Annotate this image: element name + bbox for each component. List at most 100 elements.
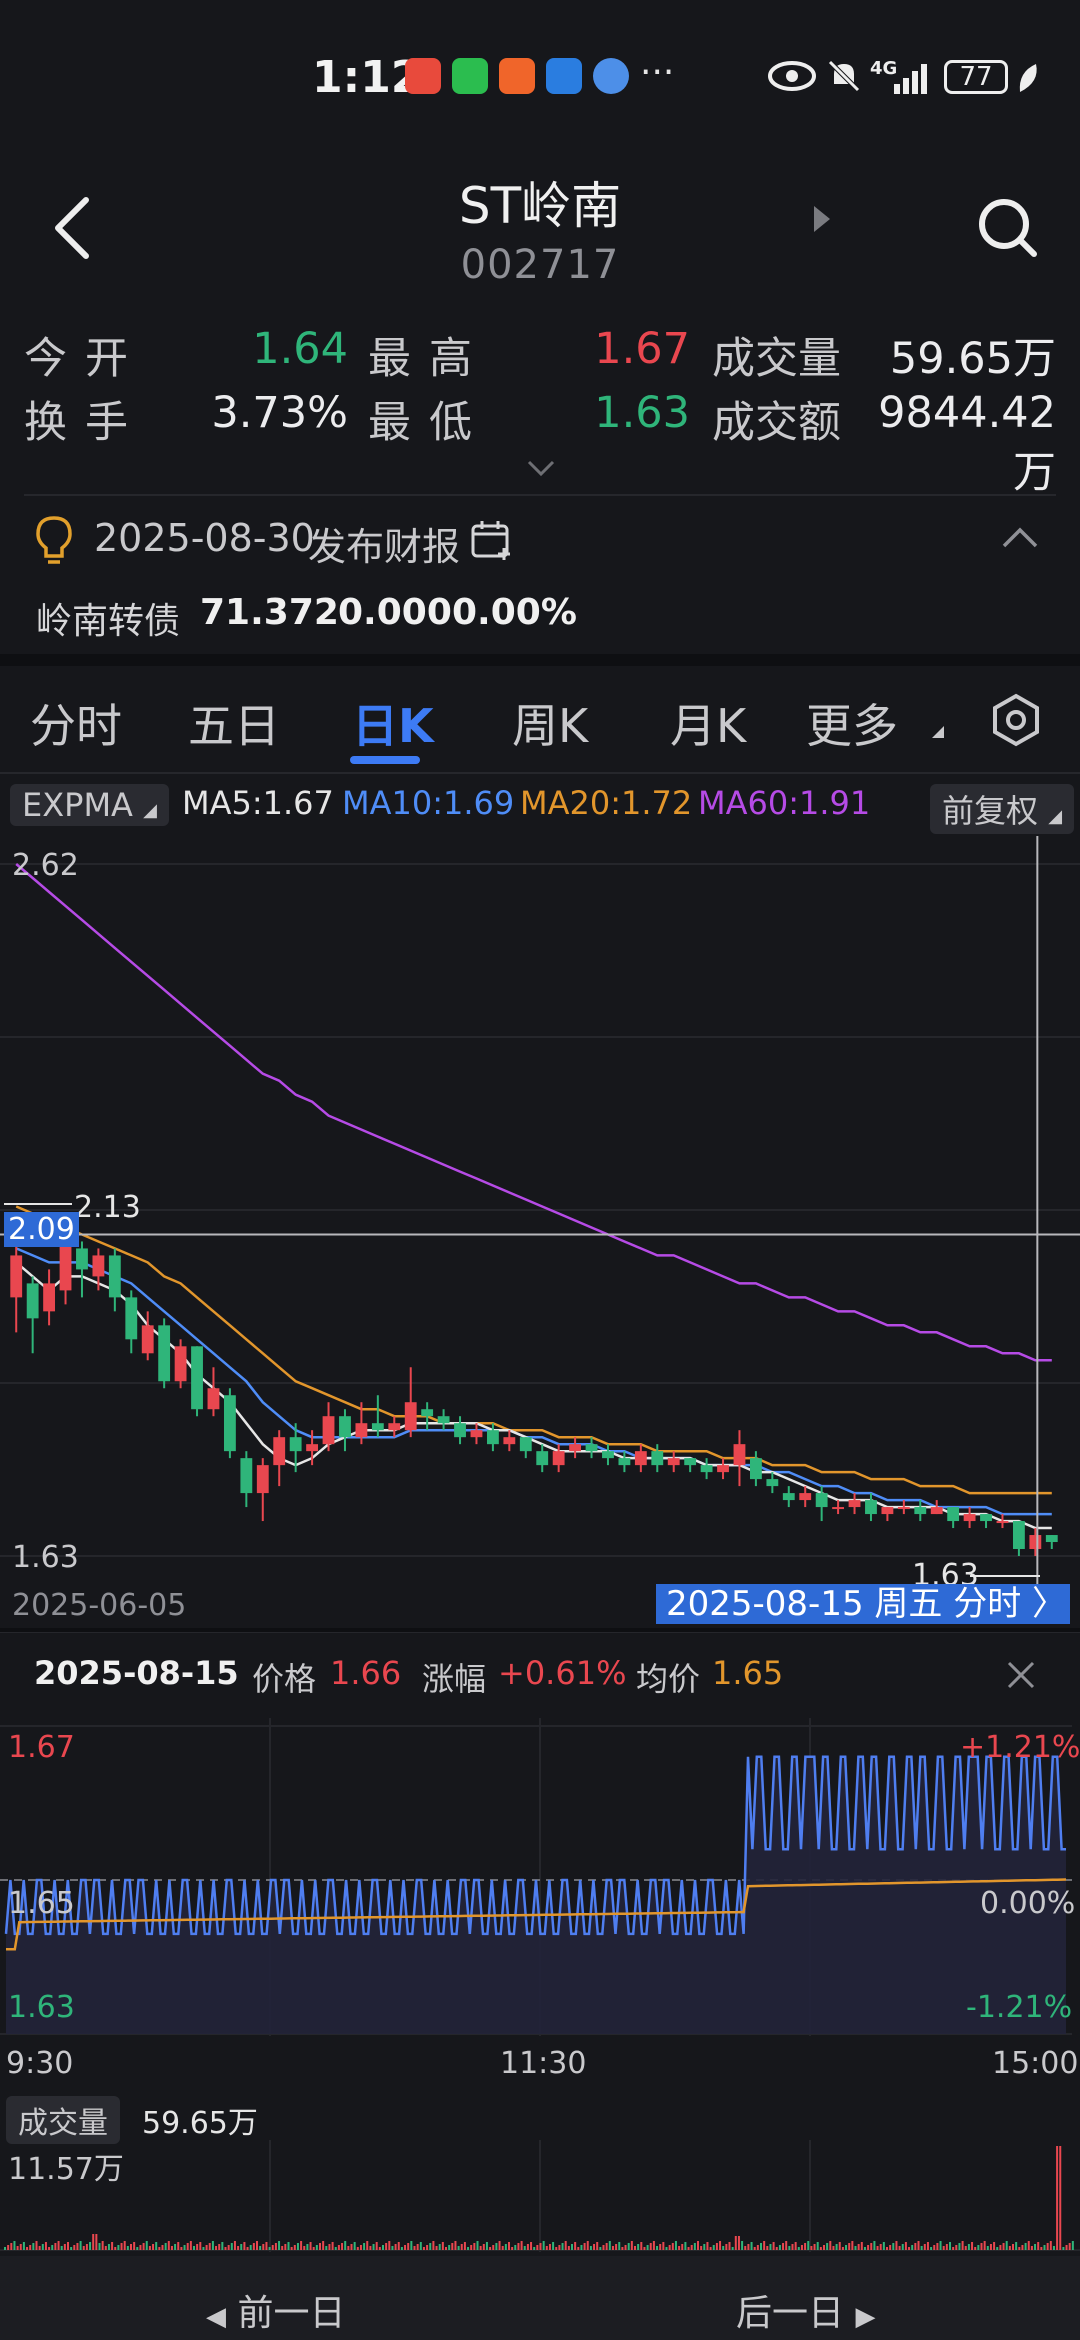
- volume-bar: [26, 2247, 29, 2250]
- volume-bar: [448, 2245, 451, 2250]
- volume-bar: [44, 2242, 47, 2250]
- candle-body: [651, 1451, 664, 1466]
- volume-bar: [328, 2244, 331, 2250]
- tab-daily-k[interactable]: 日K: [352, 699, 434, 753]
- volume-bar: [536, 2245, 539, 2250]
- next-day-button[interactable]: 后一日 ▶: [736, 2284, 875, 2336]
- volume-bar: [92, 2234, 95, 2250]
- expand-quote-icon[interactable]: [526, 458, 556, 478]
- bond-name[interactable]: 岭南转债: [36, 601, 181, 642]
- back-icon[interactable]: [52, 196, 92, 260]
- candle-body: [848, 1500, 861, 1508]
- candle-body: [59, 1234, 72, 1291]
- volume-bar: [914, 2243, 917, 2250]
- volume-bar: [1012, 2244, 1014, 2250]
- volume-bar: [870, 2243, 873, 2250]
- candle-body: [667, 1458, 680, 1466]
- candle-body: [766, 1479, 779, 1487]
- volume-bar: [271, 2245, 274, 2250]
- volume-bar: [101, 2241, 104, 2250]
- volume-bar: [353, 2242, 356, 2250]
- volume-bar: [920, 2246, 923, 2250]
- search-icon[interactable]: [976, 196, 1040, 260]
- candle-body: [141, 1325, 154, 1354]
- volume-bar: [233, 2241, 236, 2250]
- volume-bar: [205, 2245, 208, 2250]
- tab-more[interactable]: 更多: [806, 699, 898, 753]
- volume-bar: [256, 2241, 258, 2250]
- calendar-add-icon[interactable]: [470, 518, 514, 562]
- volume-bar: [785, 2241, 788, 2250]
- volume-bar: [722, 2246, 725, 2250]
- amount-value: 9844.42万: [878, 388, 1056, 498]
- volume-bar: [908, 2247, 911, 2250]
- candle-body: [339, 1416, 351, 1438]
- volume-bar: [388, 2241, 391, 2250]
- volume-bar: [325, 2246, 328, 2250]
- notice-date[interactable]: 2025-08-30: [94, 516, 315, 560]
- candle-body: [322, 1416, 335, 1445]
- close-icon[interactable]: [1006, 1660, 1036, 1690]
- candle-body: [486, 1430, 499, 1445]
- volume-bar: [281, 2246, 284, 2250]
- volume-bar: [378, 2247, 381, 2250]
- ma10-value: MA10:1.69: [342, 784, 515, 822]
- volume-bar: [13, 2241, 16, 2250]
- volume-bar: [977, 2245, 980, 2250]
- candle-body: [1045, 1535, 1058, 1543]
- settings-icon[interactable]: [988, 692, 1044, 748]
- indicator-selector[interactable]: EXPMA ◢: [10, 784, 169, 826]
- kline-chart[interactable]: [0, 836, 1080, 1636]
- tab-five-day[interactable]: 五日: [188, 699, 280, 753]
- volume-bar: [73, 2245, 76, 2250]
- volume-bar: [89, 2242, 92, 2250]
- volume-bar: [107, 2244, 110, 2250]
- prev-day-button[interactable]: ◀ 前一日: [206, 2284, 345, 2336]
- volume-bar: [826, 2243, 829, 2250]
- candle-body: [799, 1493, 812, 1501]
- volume-bar: [533, 2247, 536, 2250]
- volume-bar: [898, 2246, 901, 2250]
- volume-bar: [1005, 2241, 1008, 2250]
- tab-monthly-k[interactable]: 月K: [670, 699, 747, 753]
- notice-text[interactable]: 发布财报: [308, 525, 461, 569]
- volume-bar: [555, 2247, 558, 2250]
- volume-bar: [936, 2243, 939, 2250]
- kline-cursor-price: 2.09: [4, 1212, 79, 1247]
- adjust-selector[interactable]: 前复权 ◢: [930, 784, 1075, 834]
- turnover-label: 换手: [24, 398, 146, 448]
- bond-pct: 0.00%: [452, 592, 577, 633]
- volume-bar: [1002, 2243, 1005, 2250]
- volume-bar: [734, 2236, 737, 2250]
- volume-bar: [942, 2246, 945, 2250]
- collapse-notice-icon[interactable]: [1000, 526, 1040, 550]
- candle-body: [618, 1458, 631, 1466]
- volume-bar: [772, 2242, 775, 2250]
- volume-bar: [712, 2245, 715, 2250]
- more-dropdown-icon: [932, 726, 944, 738]
- intraday-price-line: [4, 1755, 1066, 1936]
- tab-intraday[interactable]: 分时: [30, 699, 122, 753]
- volume-bar: [306, 2244, 309, 2250]
- volume-bar: [615, 2244, 618, 2250]
- candle-body: [865, 1500, 877, 1515]
- volume-bar: [567, 2246, 570, 2250]
- volume-bar: [463, 2242, 466, 2250]
- volume-bar: [435, 2246, 438, 2250]
- volume-bar: [230, 2243, 233, 2250]
- volume-bar: [1018, 2247, 1021, 2250]
- volume-bar: [356, 2247, 359, 2250]
- stock-title: ST岭南: [458, 177, 622, 235]
- candle-body: [585, 1444, 598, 1452]
- volume-bar: [810, 2246, 813, 2250]
- next-stock-icon[interactable]: [812, 204, 832, 234]
- triangle-right-icon: ▶: [855, 2302, 876, 2332]
- tab-weekly-k[interactable]: 周K: [512, 699, 589, 753]
- intraday-chart[interactable]: [0, 1718, 1080, 2036]
- volume-bar: [35, 2241, 38, 2250]
- volume-bar: [690, 2245, 693, 2250]
- volume-chip[interactable]: 成交量: [6, 2096, 120, 2144]
- candle-body: [569, 1444, 582, 1452]
- volume-bar: [363, 2243, 366, 2250]
- cursor-date-button[interactable]: 2025-08-15 周五 分时 〉: [656, 1584, 1070, 1624]
